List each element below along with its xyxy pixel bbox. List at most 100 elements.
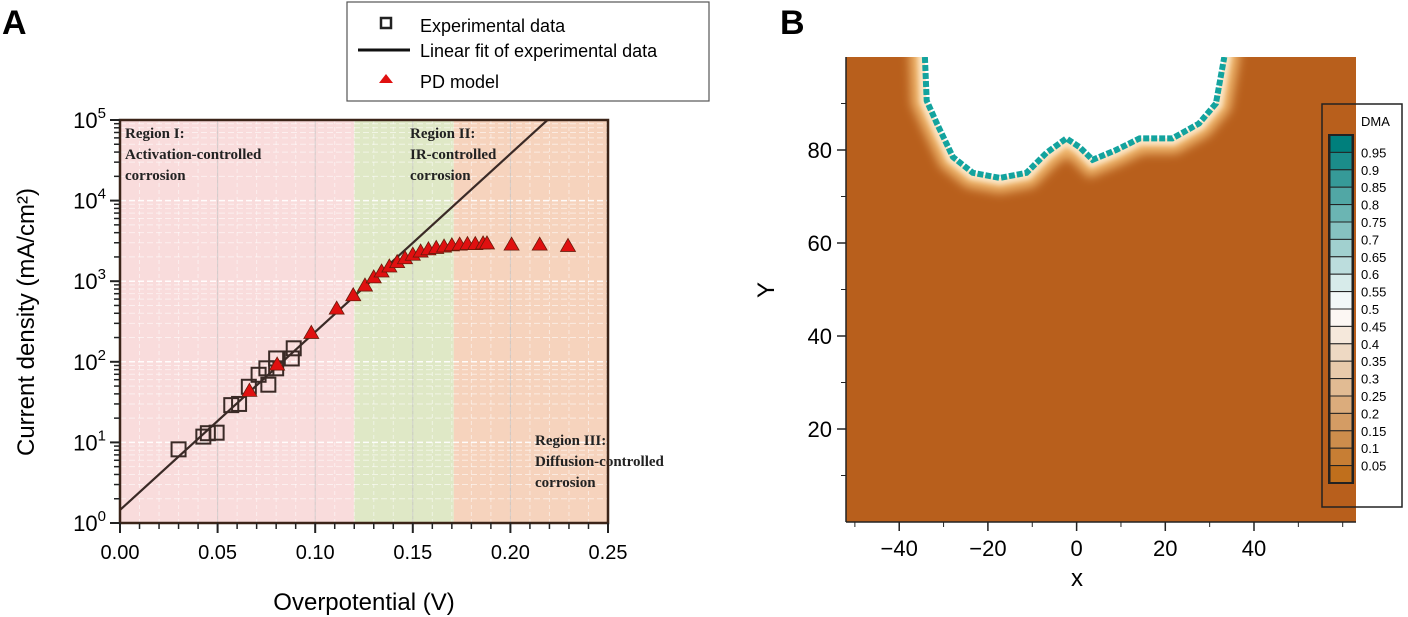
colorbar-tick-label: 0.65 — [1361, 250, 1386, 265]
x-tick-label: 0.05 — [198, 542, 237, 564]
y-tick-label: 100 — [73, 508, 106, 536]
colorbar-bin — [1329, 169, 1353, 188]
map-x-tick-label: 0 — [1070, 536, 1082, 561]
panel-b-map: −40 −20 0 20 40 20 40 60 80 x Y DMA 0.95 0.9 0.85 0… — [753, 57, 1403, 592]
pd-model-point — [503, 236, 520, 251]
y-tick-base: 10 — [73, 269, 97, 294]
x-tick-label: 0.20 — [491, 542, 530, 564]
y-tick-base: 10 — [73, 430, 97, 455]
colorbar-bin — [1329, 204, 1353, 223]
y-tick-base: 10 — [73, 108, 97, 133]
map-x-tick-label: 20 — [1153, 536, 1177, 561]
region-2-label: Region II: — [410, 126, 475, 142]
region-1-label: Region I: — [125, 126, 185, 142]
colorbar-bin — [1329, 360, 1353, 380]
y-tick-exponent: 1 — [98, 427, 106, 444]
pd-model-point — [531, 236, 548, 251]
plot-frame — [118, 118, 610, 525]
x-tick-label: 0.25 — [589, 542, 628, 564]
experimental-point — [199, 425, 216, 442]
x-tick-label: 0.10 — [296, 542, 335, 564]
colorbar-tick-label: 0.55 — [1361, 285, 1386, 300]
colorbar-tick-label: 0.1 — [1361, 441, 1379, 456]
map-y-tick-label: 60 — [808, 231, 832, 256]
colorbar: DMA 0.95 0.9 0.85 0.8 0.75 0.7 0.65 0.6 0.55 0.5 0… — [1321, 103, 1403, 508]
colorbar-tick-label: 0.7 — [1361, 232, 1379, 247]
colorbar-tick-label: 0.4 — [1361, 337, 1379, 352]
experimental-point — [260, 376, 277, 393]
colorbar-tick-label: 0.3 — [1361, 372, 1379, 387]
colorbar-bin — [1329, 221, 1353, 240]
colorbar-bin — [1329, 343, 1353, 362]
legend-triangle-marker — [379, 74, 393, 83]
region-2-label: corrosion — [410, 168, 471, 184]
pd-model-point — [268, 356, 286, 371]
y-tick-base: 10 — [73, 511, 97, 536]
colorbar-tick-label: 0.85 — [1361, 180, 1386, 195]
y-tick-exponent: 3 — [98, 266, 106, 283]
colorbar-bin — [1329, 395, 1353, 414]
map-y-tick-label: 20 — [808, 417, 832, 442]
pd-model-point — [241, 382, 258, 397]
pd-model-point — [559, 237, 577, 252]
region-3-label: Region III: — [535, 433, 606, 449]
y-tick-exponent: 2 — [98, 347, 106, 364]
colorbar-bin — [1329, 465, 1353, 484]
colorbar-tick-label: 0.8 — [1361, 198, 1379, 213]
colorbar-bin — [1329, 238, 1353, 258]
legend-experimental: Experimental data — [420, 16, 566, 36]
map-x-tick-label: −40 — [881, 536, 918, 561]
colorbar-bin — [1329, 430, 1353, 449]
y-axis-label: Current density (mA/cm²) — [13, 188, 40, 456]
colorbar-bin — [1329, 273, 1353, 293]
y-tick-base: 10 — [73, 350, 97, 375]
colorbar-tick-label: 0.9 — [1361, 163, 1379, 178]
experimental-point — [231, 395, 248, 412]
colorbar-bin — [1329, 134, 1353, 153]
panel-b-label: B — [780, 4, 805, 42]
region-2-label: IR-controlled — [410, 147, 497, 163]
colorbar-bin — [1329, 308, 1353, 327]
pd-model-point — [345, 286, 362, 302]
pd-model-point — [303, 324, 320, 339]
colorbar-bin — [1329, 325, 1353, 345]
colorbar-bin — [1329, 412, 1353, 432]
linear-fit-line — [120, 120, 549, 511]
y-tick-label: 102 — [73, 347, 106, 375]
colorbar-frame — [1328, 134, 1354, 484]
pd-model-point — [328, 300, 345, 315]
experimental-point — [285, 340, 302, 357]
x-tick-label: 0.15 — [393, 542, 432, 564]
y-tick-base: 10 — [73, 189, 97, 214]
colorbar-tick-label: 0.95 — [1361, 145, 1386, 160]
map-y-tick-label: 40 — [808, 324, 832, 349]
map-x-tick-label: −20 — [969, 536, 1006, 561]
pd-model-point — [478, 235, 496, 250]
region-3-label: Diffusion-controlled — [535, 454, 665, 470]
map-y-axis-label: Y — [753, 282, 780, 298]
experimental-point — [208, 424, 225, 441]
y-tick-label: 105 — [73, 105, 106, 133]
experimental-point — [170, 441, 187, 458]
colorbar-tick-label: 0.75 — [1361, 215, 1386, 230]
colorbar-tick-label: 0.15 — [1361, 424, 1386, 439]
y-tick-exponent: 5 — [98, 105, 106, 122]
y-tick-label: 103 — [73, 266, 106, 294]
pit-region — [924, 57, 1225, 178]
colorbar-tick-label: 0.25 — [1361, 389, 1386, 404]
y-tick-label: 101 — [73, 427, 106, 455]
map-y-tick-label: 80 — [808, 138, 832, 163]
y-tick-exponent: 4 — [98, 186, 106, 203]
x-tick-label: 0.00 — [101, 542, 140, 564]
region-3-shading — [453, 120, 608, 523]
legend-pd-model: PD model — [420, 72, 499, 92]
x-axis-label: Overpotential (V) — [273, 589, 454, 616]
colorbar-tick-label: 0.05 — [1361, 459, 1386, 474]
colorbar-bin — [1329, 291, 1353, 310]
colorbar-bin — [1329, 447, 1353, 467]
panel-a-chart: Region I: Activation-controlled corrosion R… — [13, 1, 710, 616]
region-3-label: corrosion — [535, 475, 596, 491]
panel-a-label: A — [2, 4, 27, 42]
colorbar-bin — [1329, 151, 1353, 171]
